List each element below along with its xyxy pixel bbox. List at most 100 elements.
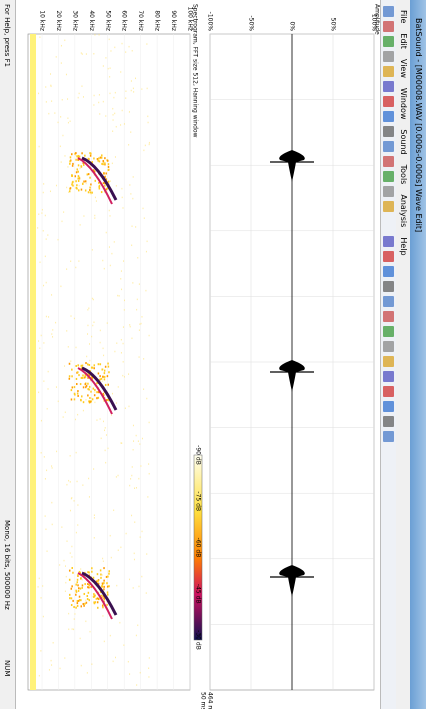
frequency-tick-label: 10 kHz <box>39 10 46 31</box>
noise-speck <box>92 325 93 327</box>
noise-speck <box>131 90 132 92</box>
menu-item[interactable]: Analysis <box>396 194 410 227</box>
noise-speck <box>68 122 69 124</box>
noise-speck <box>149 657 150 659</box>
noise-speck <box>114 113 115 115</box>
toolbar-button[interactable] <box>383 66 394 77</box>
toolbar-button[interactable] <box>383 296 394 307</box>
toolbar-button[interactable] <box>383 156 394 167</box>
menu-item[interactable]: Help <box>396 237 410 255</box>
call-energy <box>105 384 107 386</box>
toolbar-button[interactable] <box>383 186 394 197</box>
toolbar-button[interactable] <box>383 111 394 122</box>
amplitude-tick-label: -100% <box>207 12 214 32</box>
noise-speck <box>136 309 137 311</box>
toolbar-button[interactable] <box>383 281 394 292</box>
menu-item[interactable]: View <box>396 59 410 78</box>
noise-speck <box>113 97 114 99</box>
call-energy <box>94 180 96 182</box>
call-energy <box>69 363 71 365</box>
noise-speck <box>94 537 95 539</box>
toolbar-button[interactable] <box>383 36 394 47</box>
noise-speck <box>51 502 52 504</box>
toolbar-button[interactable] <box>383 371 394 382</box>
noise-speck <box>102 260 103 262</box>
colorbar-label: -60 dB <box>195 538 202 558</box>
toolbar-button[interactable] <box>383 141 394 152</box>
toolbar-button[interactable] <box>383 266 394 277</box>
noise-speck <box>105 462 106 464</box>
toolbar-button[interactable] <box>383 6 394 17</box>
call-energy <box>70 187 72 189</box>
menu-item[interactable]: Edit <box>396 33 410 49</box>
toolbar-button[interactable] <box>383 251 394 262</box>
noise-speck <box>43 192 44 194</box>
toolbar-button[interactable] <box>383 311 394 322</box>
call-energy <box>103 588 105 590</box>
frequency-tick-label: 60 kHz <box>121 10 128 31</box>
noise-speck <box>100 342 101 344</box>
noise-speck <box>121 289 122 291</box>
menu-item[interactable]: File <box>396 10 410 23</box>
noise-speck <box>79 185 80 187</box>
noise-speck <box>145 290 146 292</box>
noise-speck <box>61 221 62 223</box>
noise-speck <box>51 465 52 467</box>
call-energy <box>80 399 82 401</box>
noise-speck <box>65 412 66 414</box>
toolbar-button[interactable] <box>383 401 394 412</box>
call-energy <box>101 191 103 193</box>
toolbar-button[interactable] <box>383 356 394 367</box>
call-energy <box>100 363 102 365</box>
status-bar: For Help, press F1 Mono, 16 bits, 500000… <box>0 0 16 709</box>
toolbar-icons <box>381 0 396 709</box>
noise-speck <box>76 452 77 454</box>
colorbar-label: -90 dB <box>195 445 202 465</box>
menu-item[interactable]: Window <box>396 88 410 120</box>
noise-speck <box>119 622 120 624</box>
menu-item[interactable]: Tools <box>396 165 410 185</box>
amplitude-tick-label: 0% <box>289 21 296 31</box>
call-energy <box>103 582 105 584</box>
call-energy <box>107 576 109 578</box>
call-energy <box>78 180 80 182</box>
noise-speck <box>40 650 41 652</box>
toolbar-button[interactable] <box>383 386 394 397</box>
noise-speck <box>79 93 80 95</box>
noise-speck <box>94 215 95 217</box>
noise-speck <box>109 210 110 212</box>
toolbar-button[interactable] <box>383 326 394 337</box>
noise-speck <box>85 600 86 602</box>
toolbar-button[interactable] <box>383 81 394 92</box>
noise-speck <box>148 463 149 465</box>
noise-speck <box>49 669 50 671</box>
noise-speck <box>47 234 48 236</box>
toolbar-button[interactable] <box>383 236 394 247</box>
noise-speck <box>129 111 130 113</box>
toolbar-button[interactable] <box>383 51 394 62</box>
toolbar-button[interactable] <box>383 126 394 137</box>
call-energy <box>71 398 73 400</box>
noise-speck <box>52 467 53 469</box>
call-energy <box>106 604 108 606</box>
toolbar-button[interactable] <box>383 416 394 427</box>
toolbar-button[interactable] <box>383 431 394 442</box>
call-energy <box>88 584 90 586</box>
toolbar-button[interactable] <box>383 21 394 32</box>
noise-speck <box>103 421 104 423</box>
noise-speck <box>74 613 75 615</box>
toolbar-button[interactable] <box>383 96 394 107</box>
call-energy <box>76 184 78 186</box>
call-energy <box>100 569 102 571</box>
call-energy <box>91 367 93 369</box>
toolbar-button[interactable] <box>383 341 394 352</box>
noise-speck <box>60 116 61 118</box>
toolbar-button[interactable] <box>383 201 394 212</box>
call-energy <box>97 607 99 609</box>
menu-item[interactable]: Sound <box>396 129 410 154</box>
call-energy <box>89 187 91 189</box>
toolbar-button[interactable] <box>383 171 394 182</box>
noise-speck <box>91 336 92 338</box>
noise-speck <box>107 448 108 450</box>
noise-speck <box>93 53 94 55</box>
